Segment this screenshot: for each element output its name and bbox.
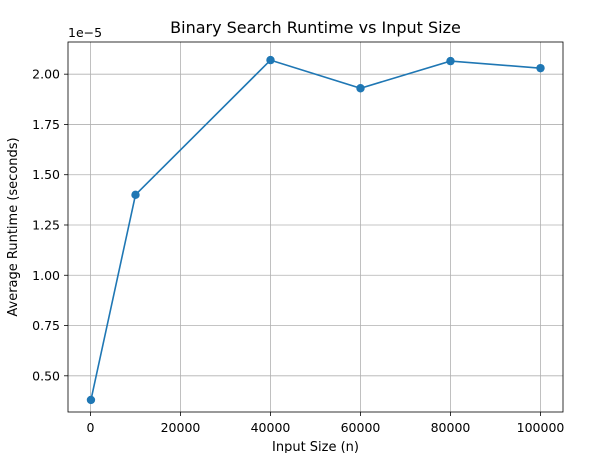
y-tick-label: 1.75 [32, 117, 60, 132]
data-point [131, 190, 140, 200]
series-group [86, 55, 545, 405]
x-tick-label: 60000 [341, 420, 381, 435]
data-point [536, 63, 545, 73]
data-point [356, 84, 365, 93]
grid [68, 42, 563, 412]
x-axis: 0 20000 40000 60000 80000 100000 [87, 412, 565, 435]
x-tick-label: 20000 [161, 420, 201, 435]
y-tick-label: 0.75 [32, 318, 60, 333]
y-tick-label: 1.50 [32, 167, 60, 182]
x-tick-label: 40000 [251, 420, 291, 435]
y-tick-label: 1.00 [32, 268, 60, 283]
y-axis: 0.50 0.75 1.00 1.25 1.50 1.75 2.00 [32, 67, 68, 383]
series-line [90, 59, 541, 401]
y-tick-label: 0.50 [32, 368, 60, 383]
y-tick-label: 2.00 [32, 67, 60, 82]
chart-title: Binary Search Runtime vs Input Size [170, 18, 461, 37]
data-point [266, 55, 275, 65]
x-tick-label: 100000 [517, 420, 565, 435]
x-axis-label: Input Size (n) [272, 440, 359, 453]
x-tick-label: 0 [87, 420, 95, 435]
plot-frame [67, 41, 564, 413]
y-tick-label: 1.25 [32, 217, 60, 232]
y-offset-label: 1e−5 [68, 25, 102, 40]
y-axis-label: Average Runtime (seconds) [6, 137, 21, 316]
data-point [86, 395, 96, 405]
x-tick-label: 80000 [431, 420, 471, 435]
data-point [446, 56, 455, 66]
